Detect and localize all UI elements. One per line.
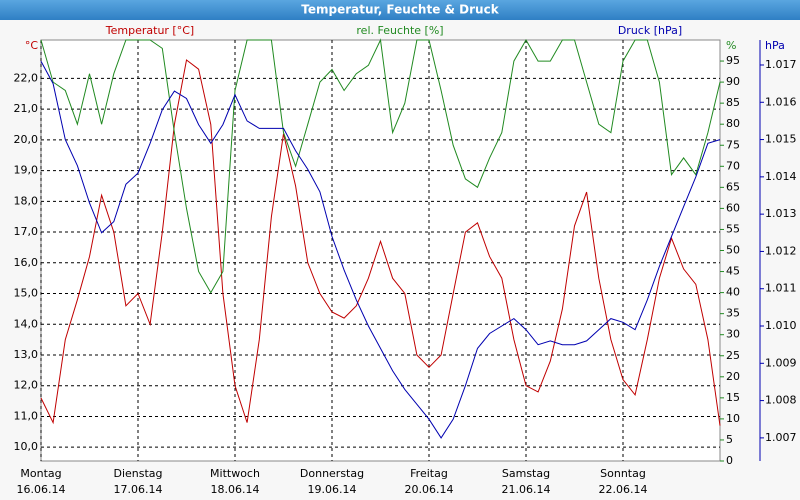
x-tick-label: Montag [20, 467, 61, 480]
y2-tick-label: 15 [726, 391, 740, 404]
y2-tick-label: 95 [726, 54, 740, 67]
series-name: Druck [hPa] [618, 24, 682, 37]
y-tick-label: 15,0 [14, 287, 39, 300]
y-tick-label: 13,0 [14, 348, 39, 361]
y-tick-label: 19,0 [14, 164, 39, 177]
x-tick-date: 16.06.14 [17, 483, 66, 496]
y3-tick-label: 1.012 [765, 244, 797, 257]
x-tick-label: Sonntag [600, 467, 646, 480]
y-tick-label: 18,0 [14, 194, 39, 207]
y2-tick-label: 50 [726, 244, 740, 257]
y-tick-label: 17,0 [14, 225, 39, 238]
x-tick-date: 17.06.14 [114, 483, 163, 496]
y2-tick-label: 35 [726, 307, 740, 320]
y-tick-label: 21,0 [14, 102, 39, 115]
y-tick-label: 16,0 [14, 256, 39, 269]
y3-tick-label: 1.011 [765, 282, 797, 295]
y3-tick-label: 1.017 [765, 58, 797, 71]
series-line [40, 38, 721, 294]
y2-tick-label: 80 [726, 117, 740, 130]
chart-title: Temperatur, Feuchte & Druck [301, 3, 499, 17]
y3-tick-label: 1.010 [765, 319, 797, 332]
series-name: rel. Feuchte [%] [356, 24, 443, 37]
y-unit: °C [25, 39, 39, 52]
x-tick-date: 20.06.14 [405, 483, 454, 496]
y3-tick-label: 1.007 [765, 431, 797, 444]
y3-tick-label: 1.008 [765, 394, 797, 407]
y2-tick-label: 75 [726, 138, 740, 151]
y-tick-label: 20,0 [14, 133, 39, 146]
y-tick-label: 14,0 [14, 317, 39, 330]
series-line [40, 59, 721, 426]
y2-tick-label: 60 [726, 201, 740, 214]
y2-tick-label: 10 [726, 412, 740, 425]
x-tick-date: 19.06.14 [308, 483, 357, 496]
y3-tick-label: 1.014 [765, 170, 797, 183]
y-tick-label: 10,0 [14, 440, 39, 453]
y2-tick-label: 0 [726, 454, 733, 467]
y3-unit: hPa [765, 39, 785, 52]
x-tick-label: Freitag [410, 467, 448, 480]
x-tick-label: Mittwoch [210, 467, 260, 480]
y-tick-label: 22,0 [14, 71, 39, 84]
y2-tick-label: 5 [726, 433, 733, 446]
series-name: Temperatur [°C] [105, 24, 194, 37]
y2-unit: % [726, 39, 736, 52]
x-tick-date: 22.06.14 [599, 483, 648, 496]
y2-tick-label: 65 [726, 180, 740, 193]
y2-tick-label: 70 [726, 159, 740, 172]
y3-tick-label: 1.015 [765, 133, 797, 146]
x-tick-label: Samstag [502, 467, 550, 480]
y3-tick-label: 1.013 [765, 207, 797, 220]
y2-tick-label: 40 [726, 286, 740, 299]
y3-tick-label: 1.009 [765, 356, 797, 369]
x-tick-date: 18.06.14 [211, 483, 260, 496]
y2-tick-label: 20 [726, 370, 740, 383]
title-bar [0, 0, 800, 20]
y2-tick-label: 85 [726, 96, 740, 109]
x-tick-date: 21.06.14 [502, 483, 551, 496]
y2-tick-label: 55 [726, 222, 740, 235]
y-tick-label: 12,0 [14, 379, 39, 392]
y-tick-label: 11,0 [14, 409, 39, 422]
x-tick-label: Dienstag [113, 467, 162, 480]
y2-tick-label: 30 [726, 328, 740, 341]
plot-area [40, 39, 721, 462]
y2-tick-label: 90 [726, 75, 740, 88]
y3-tick-label: 1.016 [765, 95, 797, 108]
series-line [40, 61, 721, 439]
y2-tick-label: 25 [726, 349, 740, 362]
x-tick-label: Donnerstag [300, 467, 364, 480]
y2-tick-label: 45 [726, 265, 740, 278]
